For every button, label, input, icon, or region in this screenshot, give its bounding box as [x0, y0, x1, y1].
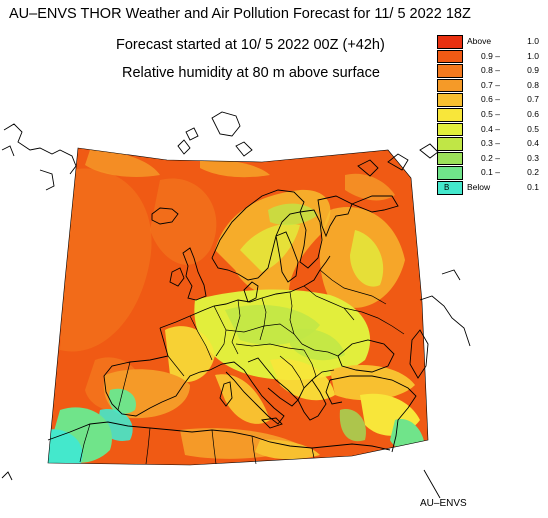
country-borders: [79, 269, 405, 465]
legend-swatch: B: [437, 180, 463, 195]
legend-low: Above: [467, 36, 492, 46]
legend-low: 0.5: [481, 108, 493, 119]
legend-row: Above 1.0: [437, 35, 542, 50]
legend-separator: –: [492, 167, 500, 178]
legend-swatch: [437, 78, 463, 93]
legend-row: 0.3 – 0.4: [437, 137, 542, 152]
legend-row: 0.6 – 0.7: [437, 93, 542, 108]
legend-high: 0.7: [527, 94, 539, 105]
legend-label: 0.5 – 0.6: [467, 109, 539, 119]
legend-label: Below 0.1: [467, 182, 539, 192]
legend-low: 0.2: [481, 152, 493, 163]
legend-separator: –: [492, 138, 500, 149]
legend-low: 0.6: [481, 94, 493, 105]
legend-high: 0.9: [527, 65, 539, 76]
legend-separator: –: [492, 123, 500, 134]
coastlines: [1, 111, 471, 499]
legend-label: 0.6 – 0.7: [467, 94, 539, 104]
legend-label: 0.1 – 0.2: [467, 167, 539, 177]
legend-swatch: [437, 137, 463, 151]
legend-label: 0.3 – 0.4: [467, 138, 539, 148]
legend-swatch: [437, 166, 463, 180]
domain-outline: [47, 147, 429, 466]
legend-low: 0.4: [481, 123, 493, 134]
legend-separator: –: [492, 50, 500, 61]
legend-high: 0.3: [527, 152, 539, 163]
legend-swatch: [437, 151, 463, 166]
legend-separator: –: [492, 108, 500, 119]
color-legend: Above 1.0 0.9 –1.0 0.8 –0.9 0.7 –0.8 0.6 –0.7…: [437, 35, 542, 196]
legend-swatch: [437, 122, 463, 137]
legend-row: 0.5 – 0.6: [437, 107, 542, 123]
legend-high: 0.8: [527, 79, 539, 90]
legend-low: 0.3: [481, 138, 493, 149]
legend-swatch: [437, 93, 463, 107]
forecast-start-text: Forecast started at 10/ 5 2022 00Z (+42h…: [116, 37, 385, 53]
legend-swatch: [437, 49, 463, 64]
legend-label: 0.2 – 0.3: [467, 153, 539, 163]
legend-swatch: [437, 35, 463, 49]
legend-low: 0.9: [481, 50, 493, 61]
legend-row: B Below 0.1: [437, 180, 542, 196]
legend-swatch: [437, 64, 463, 78]
legend-label: Above 1.0: [467, 36, 539, 46]
legend-high: 0.4: [527, 138, 539, 149]
legend-row: 0.4 – 0.5: [437, 122, 542, 138]
legend-high: 1.0: [527, 36, 539, 46]
legend-label: 0.4 – 0.5: [467, 124, 539, 134]
map-title: AU–ENVS THOR Weather and Air Pollution F…: [9, 6, 471, 22]
legend-low: 0.1: [481, 167, 493, 178]
credit-label: AU–ENVS: [420, 498, 467, 509]
variable-description: Relative humidity at 80 m above surface: [122, 65, 380, 81]
legend-low: 0.8: [481, 65, 493, 76]
legend-label: 0.9 – 1.0: [467, 51, 539, 61]
legend-separator: –: [492, 152, 500, 163]
legend-row: 0.9 – 1.0: [437, 49, 542, 65]
legend-row: 0.1 – 0.2: [437, 166, 542, 181]
legend-low: 0.7: [481, 79, 493, 90]
legend-swatch-mark: B: [444, 182, 450, 192]
legend-high: 0.5: [527, 123, 539, 134]
legend-label: 0.8 – 0.9: [467, 65, 539, 75]
legend-separator: –: [492, 79, 500, 90]
legend-high: 0.6: [527, 108, 539, 119]
legend-high: 0.2: [527, 167, 539, 178]
legend-separator: –: [492, 65, 500, 76]
legend-row: 0.8 – 0.9: [437, 64, 542, 79]
legend-low: Below: [467, 181, 491, 192]
legend-swatch: [437, 107, 463, 122]
legend-row: 0.7 – 0.8: [437, 78, 542, 94]
legend-separator: –: [492, 94, 500, 105]
legend-high: 1.0: [527, 50, 539, 61]
legend-label: 0.7 – 0.8: [467, 80, 539, 90]
legend-row: 0.2 – 0.3: [437, 151, 542, 167]
legend-high: 0.1: [527, 181, 539, 192]
